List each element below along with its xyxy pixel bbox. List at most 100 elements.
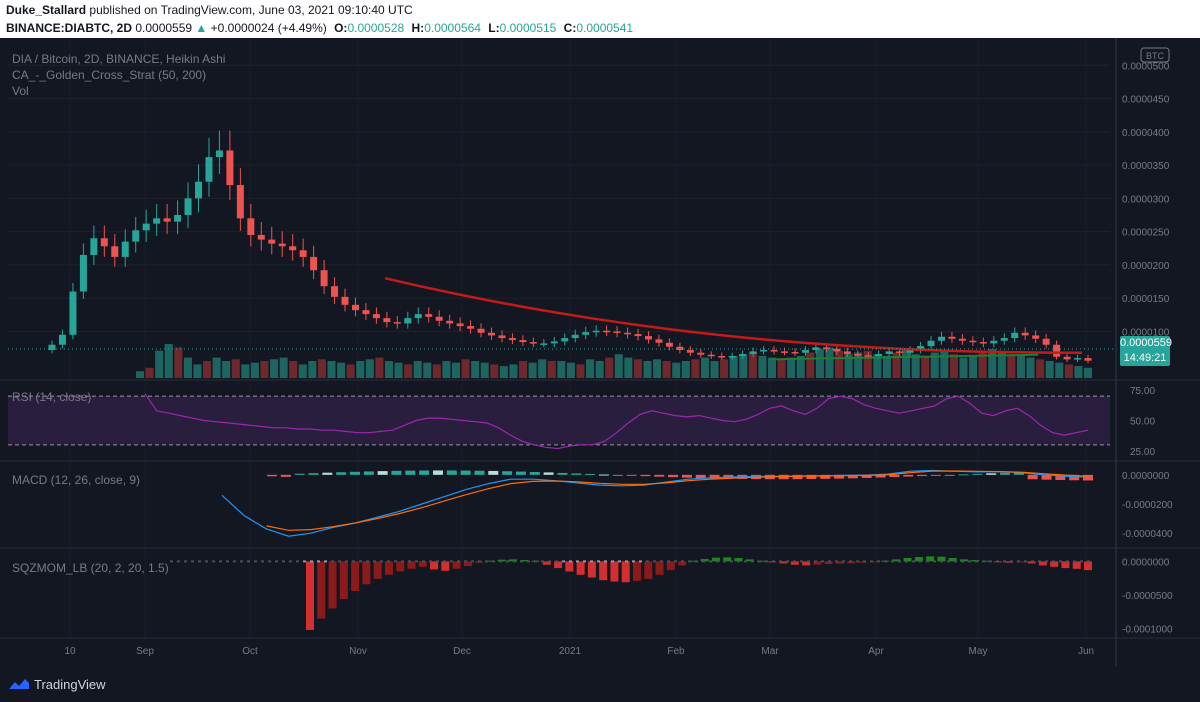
- volume-bar: [643, 361, 652, 378]
- sqz-bar: [948, 558, 957, 562]
- volume-bar: [250, 362, 259, 378]
- squeeze-dot: [730, 560, 733, 563]
- main-legend[interactable]: DIA / Bitcoin, 2D, BINANCE, Heikin Ashi: [12, 52, 226, 66]
- macd-histogram-bar: [834, 474, 845, 479]
- volume-bar: [566, 362, 575, 378]
- squeeze-dot: [205, 560, 208, 563]
- volume-bar: [490, 364, 499, 378]
- candle-body: [739, 354, 747, 357]
- squeeze-dot: [191, 560, 194, 563]
- y-tick-label: 0.0000150: [1122, 294, 1170, 305]
- rsi-legend[interactable]: RSI (14, close): [12, 390, 92, 404]
- squeeze-dot: [303, 560, 306, 563]
- sqz-bar: [339, 561, 348, 600]
- squeeze-dot: [226, 560, 229, 563]
- squeeze-dot: [786, 560, 789, 563]
- ma-200-line: [769, 353, 1039, 361]
- strategy-legend[interactable]: CA_-_Golden_Cross_Strat (50, 200): [12, 68, 207, 82]
- candle-body: [278, 243, 286, 247]
- candle-body: [707, 354, 715, 357]
- candle-body: [592, 330, 600, 333]
- chart-svg[interactable]: 0.0000500 0.0000450 0.0000400 0.0000350 0.00…: [0, 38, 1200, 666]
- macd-histogram-bar: [598, 474, 609, 476]
- macd-histogram-bar: [267, 474, 277, 477]
- squeeze-dot: [492, 560, 495, 563]
- volume-bar: [557, 361, 566, 378]
- candle-body: [153, 218, 161, 224]
- macd-histogram-bar: [405, 470, 416, 475]
- squeeze-dot: [954, 560, 957, 563]
- volume-legend[interactable]: Vol: [12, 84, 29, 98]
- squeeze-dot: [933, 560, 936, 563]
- sqz-bar: [1016, 561, 1025, 563]
- squeeze-dot: [1059, 560, 1062, 563]
- candle-body: [205, 157, 213, 182]
- squeeze-dot: [751, 560, 754, 563]
- volume-bar: [930, 352, 939, 378]
- macd-histogram-bar: [1041, 474, 1052, 480]
- volume-bar: [595, 361, 604, 378]
- volume-bar: [432, 364, 441, 378]
- sqz-bar: [847, 561, 856, 564]
- squeeze-dot: [807, 560, 810, 563]
- volume-bar: [222, 361, 231, 378]
- candle-body: [822, 347, 830, 349]
- squeeze-dot: [408, 560, 411, 563]
- symbol-label: BINANCE:DIABTC, 2D: [6, 21, 132, 35]
- candle-body: [1074, 358, 1082, 360]
- sqz-legend[interactable]: SQZMOM_LB (20, 2, 20, 1.5): [12, 561, 169, 575]
- candle-body: [310, 256, 318, 271]
- macd-histogram-bar: [308, 473, 319, 475]
- squeeze-dot: [1024, 560, 1027, 563]
- x-tick-label: Nov: [349, 646, 367, 657]
- x-tick-label: 10: [64, 646, 76, 657]
- macd-line: [221, 469, 1089, 537]
- squeeze-dot: [527, 560, 530, 563]
- candle-body: [529, 342, 537, 344]
- chart-area[interactable]: 0.0000500 0.0000450 0.0000400 0.0000350 0.00…: [0, 38, 1200, 666]
- candle-body: [812, 347, 820, 351]
- squeeze-dot: [905, 560, 908, 563]
- macd-legend[interactable]: MACD (12, 26, close, 9): [12, 473, 141, 487]
- macd-tick-label: -0.0000200: [1122, 500, 1173, 511]
- high-label: H:: [411, 21, 425, 35]
- volume-bar: [135, 371, 145, 378]
- volume-bar: [337, 362, 346, 378]
- squeeze-dot: [674, 560, 677, 563]
- sqz-bar: [587, 561, 596, 578]
- y-tick-label: 0.0000250: [1122, 228, 1170, 239]
- candle-body: [571, 334, 579, 339]
- squeeze-dot: [170, 560, 173, 563]
- squeeze-dot: [352, 560, 355, 563]
- squeeze-dot: [604, 560, 607, 563]
- macd-histogram-bar: [294, 473, 305, 475]
- volume-bar: [499, 366, 508, 378]
- squeeze-dot: [422, 560, 425, 563]
- sqz-bar: [757, 560, 766, 562]
- candle-body: [697, 352, 705, 355]
- volume-bar: [394, 362, 403, 378]
- volume-bar: [509, 364, 518, 378]
- sqz-bar: [441, 561, 450, 571]
- sqz-bar: [802, 561, 811, 566]
- y-tick-label: 0.0000200: [1122, 261, 1170, 272]
- sqz-bar: [655, 561, 664, 575]
- squeeze-dot: [548, 560, 551, 563]
- squeeze-dot: [1087, 560, 1090, 563]
- volume-bar: [1064, 364, 1073, 378]
- squeeze-dot: [443, 560, 446, 563]
- sqz-bar: [858, 561, 867, 563]
- volume-bar: [279, 357, 288, 378]
- sqz-tick-label: -0.0000500: [1122, 591, 1173, 602]
- sqz-bar: [678, 561, 687, 566]
- volume-bar: [748, 352, 757, 378]
- squeeze-dot: [184, 560, 187, 563]
- volume-bar: [758, 355, 767, 378]
- sqz-bar: [1038, 561, 1047, 566]
- macd-histogram-bar: [626, 474, 637, 476]
- candle-body: [896, 351, 904, 353]
- volume-bar: [902, 349, 911, 378]
- author-name[interactable]: Duke_Stallard: [6, 3, 87, 17]
- macd-histogram-bar: [695, 474, 706, 479]
- squeeze-dot: [310, 560, 313, 563]
